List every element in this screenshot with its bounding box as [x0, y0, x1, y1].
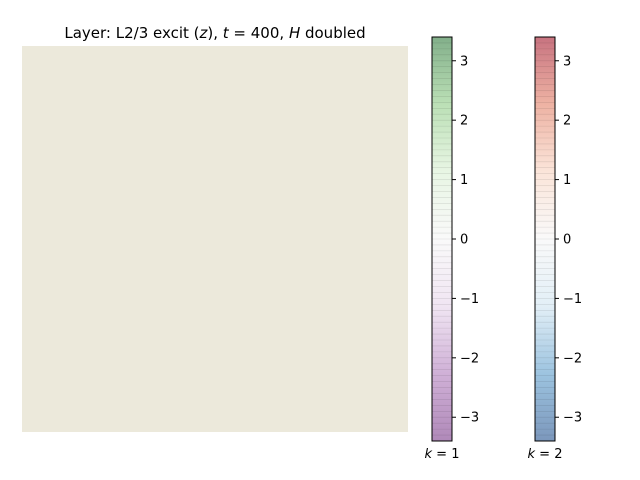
heatmap-image [22, 46, 408, 432]
colorbar-gradient [535, 37, 555, 441]
colorbar-k1-label: k = 1 [425, 447, 460, 462]
colorbar-tick-label: −3 [460, 411, 479, 426]
colorbar-tick-label: 3 [563, 54, 571, 69]
colorbar-tick-label: −2 [460, 351, 479, 366]
colorbar-k2-label: k = 2 [528, 447, 563, 462]
colorbar-k1: −3 −2 −1 0 1 2 3 [431, 36, 479, 442]
colorbar-tick-label: 1 [460, 173, 468, 188]
colorbar-tick-label: 2 [563, 114, 571, 129]
colorbar-tick-label: 0 [563, 233, 571, 248]
colorbar-tick-label: −3 [563, 411, 582, 426]
colorbar-tick-label: −1 [460, 292, 479, 307]
colorbar-tick-label: −1 [563, 292, 582, 307]
colorbar-tick-label: 0 [460, 233, 468, 248]
colorbar-tick-label: 3 [460, 54, 468, 69]
colorbar-tick-label: −2 [563, 351, 582, 366]
colorbar-gradient [432, 37, 452, 441]
chart-title: Layer: L2/3 excit (z), t = 400, H double… [64, 24, 365, 42]
colorbar-tick-label: 1 [563, 173, 571, 188]
colorbar-tick-label: 2 [460, 114, 468, 129]
colorbar-k2: −3 −2 −1 0 1 2 3 [534, 36, 582, 442]
